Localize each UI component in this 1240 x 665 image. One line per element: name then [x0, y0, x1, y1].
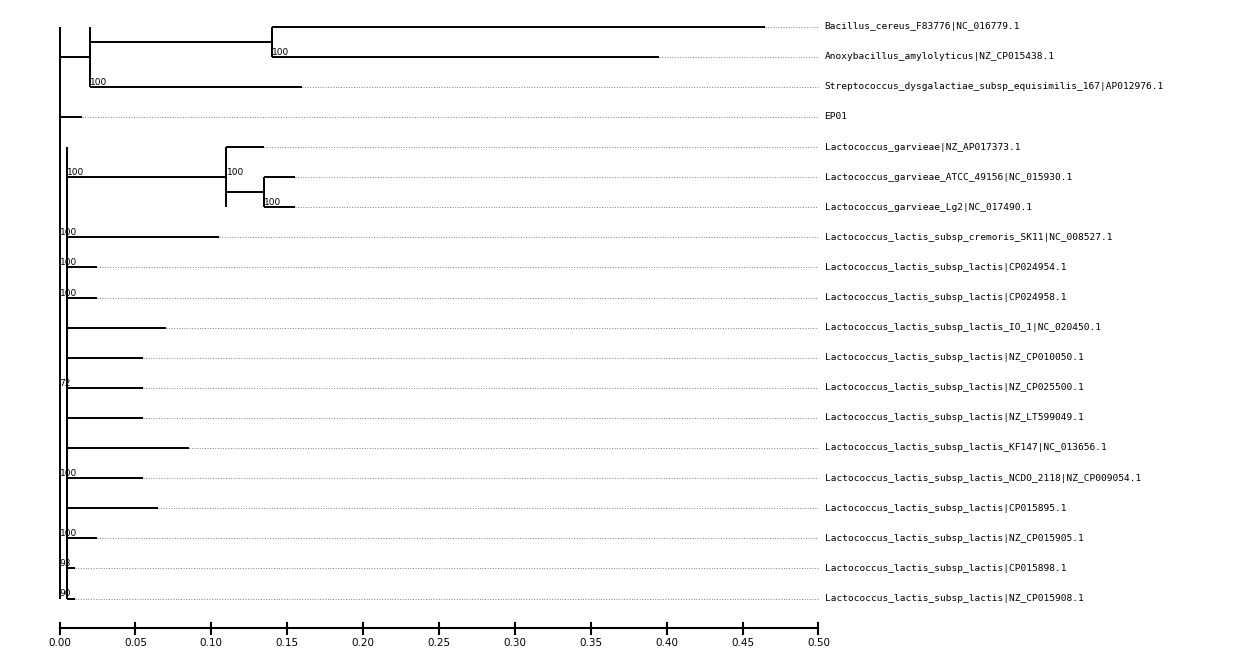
Text: Lactococcus_garvieae_Lg2|NC_017490.1: Lactococcus_garvieae_Lg2|NC_017490.1 [825, 203, 1032, 211]
Text: 100: 100 [67, 168, 84, 177]
Text: 93: 93 [60, 559, 71, 569]
Text: Lactococcus_lactis_subsp_lactis|NZ_CP015908.1: Lactococcus_lactis_subsp_lactis|NZ_CP015… [825, 594, 1084, 603]
Text: 0.45: 0.45 [730, 638, 754, 648]
Text: 100: 100 [264, 198, 281, 207]
Text: Lactococcus_lactis_subsp_lactis|CP015895.1: Lactococcus_lactis_subsp_lactis|CP015895… [825, 503, 1066, 513]
Text: Lactococcus_lactis_subsp_lactis_KF147|NC_013656.1: Lactococcus_lactis_subsp_lactis_KF147|NC… [825, 444, 1106, 452]
Text: 100: 100 [272, 48, 289, 57]
Text: 0.50: 0.50 [807, 638, 830, 648]
Text: 0.20: 0.20 [352, 638, 374, 648]
Text: 0.10: 0.10 [200, 638, 223, 648]
Text: 100: 100 [227, 168, 244, 177]
Text: Lactococcus_lactis_subsp_lactis|NZ_CP015905.1: Lactococcus_lactis_subsp_lactis|NZ_CP015… [825, 534, 1084, 543]
Text: 90: 90 [60, 589, 71, 599]
Text: Lactococcus_lactis_subsp_lactis|NZ_LT599049.1: Lactococcus_lactis_subsp_lactis|NZ_LT599… [825, 414, 1084, 422]
Text: Lactococcus_lactis_subsp_lactis|NZ_CP025500.1: Lactococcus_lactis_subsp_lactis|NZ_CP025… [825, 383, 1084, 392]
Text: 72: 72 [60, 379, 71, 388]
Text: 100: 100 [60, 228, 77, 237]
Text: 0.30: 0.30 [503, 638, 526, 648]
Text: Anoxybacillus_amylolyticus|NZ_CP015438.1: Anoxybacillus_amylolyticus|NZ_CP015438.1 [825, 52, 1054, 61]
Text: 100: 100 [89, 78, 107, 87]
Text: Lactococcus_garvieae|NZ_AP017373.1: Lactococcus_garvieae|NZ_AP017373.1 [825, 142, 1021, 152]
Text: 0.40: 0.40 [655, 638, 678, 648]
Text: Lactococcus_garvieae_ATCC_49156|NC_015930.1: Lactococcus_garvieae_ATCC_49156|NC_01593… [825, 173, 1071, 182]
Text: Bacillus_cereus_F83776|NC_016779.1: Bacillus_cereus_F83776|NC_016779.1 [825, 22, 1021, 31]
Text: Lactococcus_lactis_subsp_cremoris_SK11|NC_008527.1: Lactococcus_lactis_subsp_cremoris_SK11|N… [825, 233, 1112, 242]
Text: 100: 100 [60, 469, 77, 478]
Text: 100: 100 [60, 529, 77, 538]
Text: Streptococcus_dysgalactiae_subsp_equisimilis_167|AP012976.1: Streptococcus_dysgalactiae_subsp_equisim… [825, 82, 1164, 91]
Text: 0.15: 0.15 [275, 638, 299, 648]
Text: 100: 100 [60, 289, 77, 297]
Text: Lactococcus_lactis_subsp_lactis_IO_1|NC_020450.1: Lactococcus_lactis_subsp_lactis_IO_1|NC_… [825, 323, 1101, 332]
Text: Lactococcus_lactis_subsp_lactis|CP024954.1: Lactococcus_lactis_subsp_lactis|CP024954… [825, 263, 1066, 272]
Text: 0.00: 0.00 [48, 638, 71, 648]
Text: 0.05: 0.05 [124, 638, 146, 648]
Text: Lactococcus_lactis_subsp_lactis|CP015898.1: Lactococcus_lactis_subsp_lactis|CP015898… [825, 564, 1066, 573]
Text: 0.35: 0.35 [579, 638, 603, 648]
Text: 0.25: 0.25 [428, 638, 450, 648]
Text: EP01: EP01 [825, 112, 848, 122]
Text: Lactococcus_lactis_subsp_lactis|CP024958.1: Lactococcus_lactis_subsp_lactis|CP024958… [825, 293, 1066, 302]
Text: Lactococcus_lactis_subsp_lactis_NCDO_2118|NZ_CP009054.1: Lactococcus_lactis_subsp_lactis_NCDO_211… [825, 473, 1141, 483]
Text: 100: 100 [60, 259, 77, 267]
Text: Lactococcus_lactis_subsp_lactis|NZ_CP010050.1: Lactococcus_lactis_subsp_lactis|NZ_CP010… [825, 353, 1084, 362]
